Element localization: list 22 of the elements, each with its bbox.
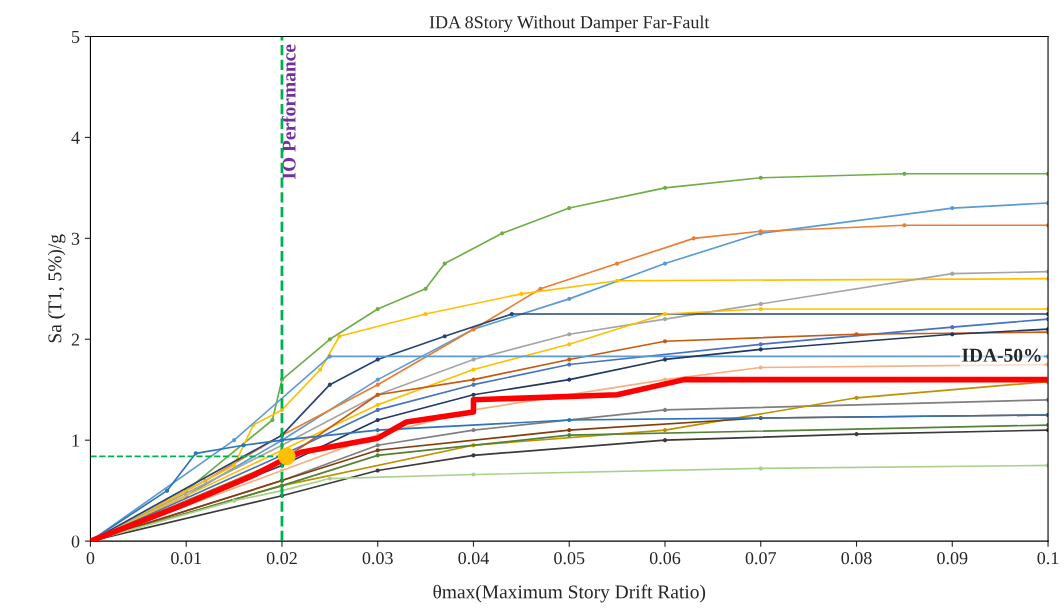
y-tick-label: 0 [71, 535, 80, 548]
ref-line-label: IO Performance [281, 44, 296, 179]
x-tick-label: 0.09 [937, 552, 968, 565]
x-tick-label: 0.08 [841, 552, 872, 565]
x-tick-label: 0.1 [1037, 552, 1059, 565]
x-tick-label: 0.07 [745, 552, 777, 565]
x-axis-title: θmax(Maximum Story Drift Ratio) [433, 584, 706, 603]
y-tick-label: 5 [72, 30, 80, 43]
y-tick-label: 4 [71, 131, 80, 144]
y-tick-label: 2 [71, 333, 80, 346]
x-tick-label: 0.03 [362, 552, 393, 565]
y-tick-label: 1 [72, 434, 79, 447]
x-tick-label: 0.01 [171, 552, 201, 565]
y-tick-label: 3 [71, 232, 80, 245]
x-tick-label: 0.04 [458, 552, 489, 565]
x-tick-label: 0.02 [266, 552, 297, 565]
series-label: IDA-50% [962, 348, 1041, 362]
y-axis-title: Sa (T1, 5%)/g [47, 234, 66, 343]
x-tick-label: 0.05 [554, 552, 585, 565]
x-tick-label: 0 [86, 552, 95, 565]
chart-title: IDA 8Story Without Damper Far-Fault [429, 15, 710, 33]
x-tick-label: 0.06 [649, 552, 681, 565]
